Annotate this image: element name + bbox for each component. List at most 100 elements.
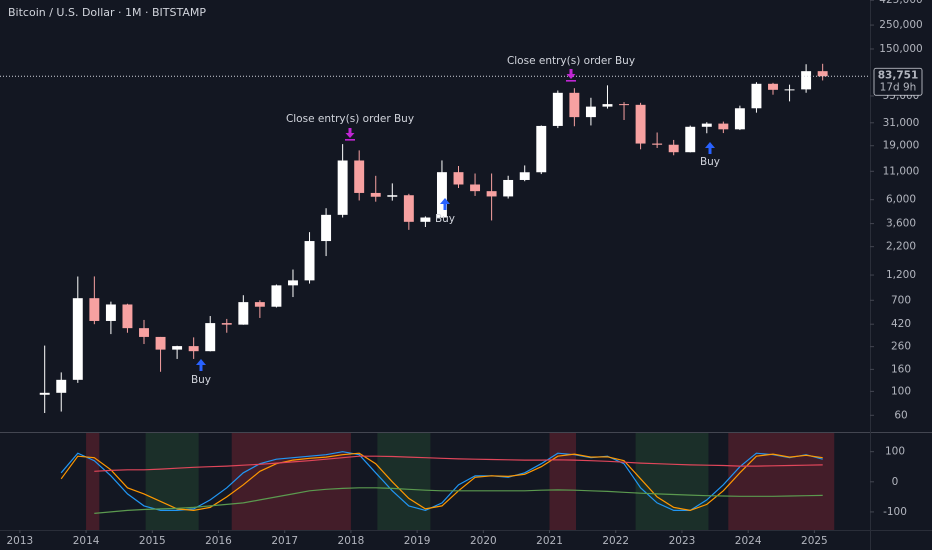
last-price-label: 83,751 — [878, 69, 919, 81]
candle-body — [668, 144, 679, 153]
y-tick-label: 420 — [891, 318, 911, 330]
strategy-annotation: Buy — [700, 156, 720, 168]
candle-body — [139, 328, 149, 337]
candle-body — [801, 71, 812, 90]
y-tick-label: 19,000 — [883, 140, 920, 152]
candle-body — [768, 83, 778, 90]
oscillator-line — [60, 452, 823, 512]
candle-body — [486, 191, 497, 197]
x-tick-label: 2024 — [735, 535, 762, 547]
y-tick-label: 1,200 — [886, 269, 916, 281]
candle-body — [536, 125, 547, 173]
candle-body — [685, 126, 696, 153]
candle-body — [56, 379, 67, 393]
candle-body — [254, 302, 265, 307]
candle-body — [701, 123, 712, 127]
signal-zone — [635, 433, 709, 530]
candle-body — [205, 323, 216, 352]
signal-arrow — [566, 69, 576, 82]
candle-body — [751, 83, 762, 109]
signal-arrow — [705, 142, 715, 154]
x-tick-label: 2019 — [404, 535, 431, 547]
signal-zone — [86, 433, 100, 530]
signal-zones — [86, 433, 835, 530]
candle-body — [337, 160, 348, 215]
y-tick-label: 100 — [891, 385, 911, 397]
strategy-annotation: Buy — [191, 374, 211, 386]
signal-arrow — [196, 359, 206, 371]
oscillator-line — [94, 455, 823, 472]
x-tick-label: 2025 — [801, 535, 828, 547]
candle-body — [238, 302, 249, 325]
candle-body — [172, 346, 183, 350]
candle-body — [188, 346, 199, 352]
signal-zone — [728, 433, 835, 530]
oscillator-pane — [60, 451, 823, 514]
signal-zone — [231, 433, 351, 530]
candle-body — [503, 179, 514, 197]
candle-body — [271, 285, 282, 307]
x-tick-label: 2022 — [602, 535, 629, 547]
x-tick-label: 2020 — [470, 535, 497, 547]
x-tick-label: 2023 — [669, 535, 696, 547]
signal-zone — [549, 433, 577, 530]
osc-tick-label: 0 — [892, 476, 899, 488]
x-tick-label: 2013 — [6, 535, 33, 547]
last-price-box — [873, 67, 923, 96]
candle-body — [387, 195, 398, 197]
candle-body — [105, 304, 116, 321]
candle-body — [635, 104, 646, 144]
candle-body — [817, 71, 828, 77]
y-tick-label: 6,000 — [886, 194, 916, 206]
candle-body — [321, 214, 332, 242]
y-tick-label: 2,200 — [886, 241, 916, 253]
candle-body — [734, 108, 745, 130]
candle-body — [552, 92, 563, 126]
candle-body — [453, 172, 464, 185]
price-pane — [0, 63, 870, 414]
signal-arrow — [345, 128, 355, 141]
y-tick-label: 425,000 — [879, 0, 922, 6]
countdown-label: 17d 9h — [880, 81, 917, 93]
candle-body — [370, 192, 381, 197]
y-tick-label: 700 — [891, 294, 911, 306]
y-tick-label: 11,000 — [883, 165, 920, 177]
x-tick-label: 2015 — [139, 535, 166, 547]
candle-body — [652, 143, 663, 145]
strategy-annotation: Close entry(s) order Buy — [507, 55, 635, 67]
candle-body — [519, 172, 530, 180]
osc-tick-label: 100 — [885, 446, 905, 458]
candle-body — [784, 89, 795, 91]
osc-tick-label: -100 — [883, 506, 907, 518]
candle-body — [288, 280, 298, 286]
y-tick-label: 31,000 — [883, 117, 920, 129]
y-tick-label: 260 — [891, 341, 911, 353]
y-tick-label: 160 — [891, 363, 911, 375]
candle-body — [420, 217, 431, 222]
candle-body — [304, 241, 315, 281]
candle-body — [569, 92, 580, 118]
candle-body — [72, 298, 83, 380]
candle-body — [585, 106, 596, 118]
y-tick-label: 250,000 — [879, 19, 922, 31]
candle-body — [155, 336, 166, 350]
chart-title: Bitcoin / U.S. Dollar · 1M · BITSTAMP — [8, 6, 206, 19]
x-tick-label: 2017 — [271, 535, 298, 547]
y-tick-label: 60 — [894, 409, 907, 421]
candle-body — [403, 195, 414, 222]
x-tick-label: 2021 — [536, 535, 563, 547]
strategy-annotation: Buy — [435, 213, 455, 225]
signal-arrow — [440, 198, 450, 210]
candle-body — [354, 160, 365, 193]
candle-body — [221, 323, 232, 325]
signal-zone — [145, 433, 199, 530]
strategy-annotation: Close entry(s) order Buy — [286, 113, 414, 125]
axes: 60 100 160 260 420 700 1,200 2,200 3,600 6,000 11,… — [6, 0, 923, 547]
oscillator-line — [94, 487, 823, 514]
y-tick-label: 150,000 — [879, 43, 922, 55]
candle-body — [89, 298, 100, 321]
signal-zone — [377, 433, 431, 530]
